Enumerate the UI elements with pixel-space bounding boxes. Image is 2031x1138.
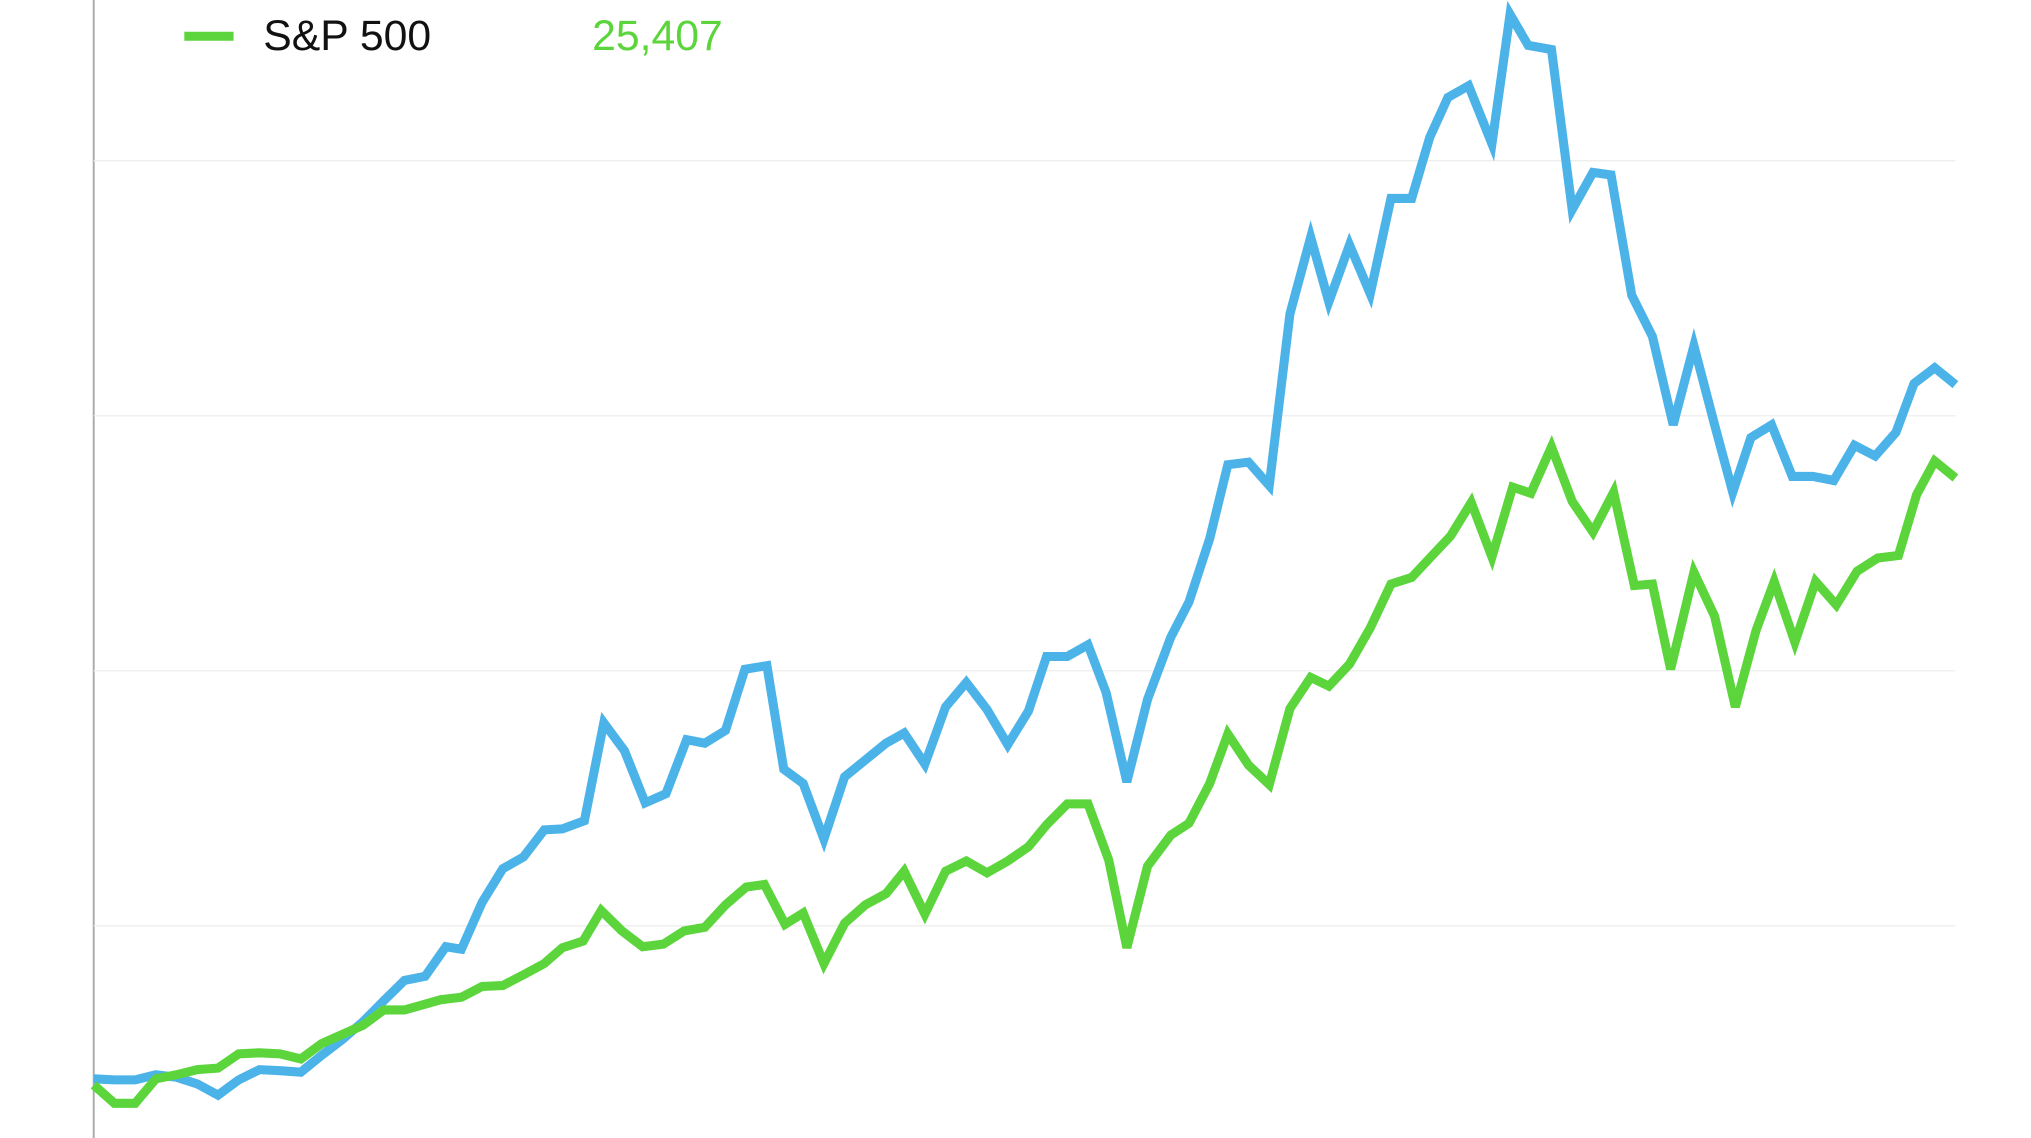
legend-label: S&P 500 — [263, 12, 431, 60]
series-line — [93, 0, 1959, 1101]
legend-value: 25,407 — [592, 12, 723, 60]
series-line — [90, 434, 1959, 1108]
